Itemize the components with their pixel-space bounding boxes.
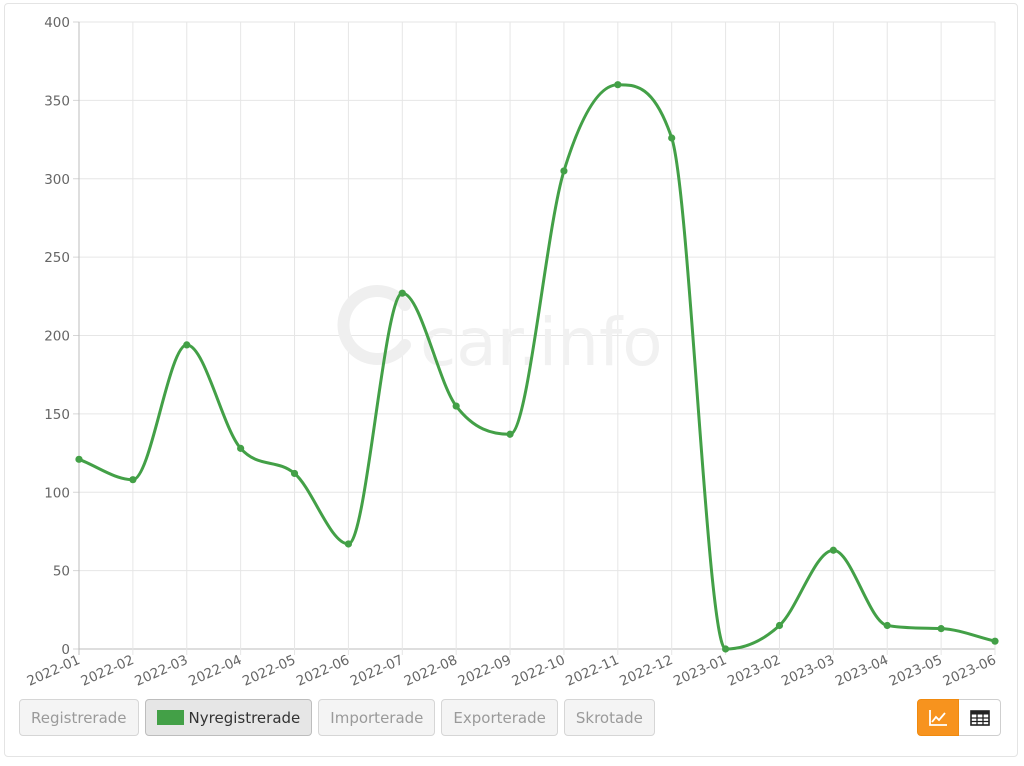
legend-skrotade-button[interactable]: Skrotade: [563, 699, 655, 736]
x-tick-label: 2022-04: [186, 652, 244, 690]
y-tick-label: 400: [44, 15, 70, 31]
table-icon: [969, 709, 990, 726]
table-view-button[interactable]: [959, 699, 1001, 736]
legend-label: Registrerade: [31, 708, 127, 727]
data-point[interactable]: [668, 134, 676, 142]
x-tick-label: 2022-01: [25, 652, 83, 690]
data-point[interactable]: [75, 455, 83, 463]
x-tick-label: 2023-02: [725, 652, 783, 690]
legend-importerade-button[interactable]: Importerade: [318, 699, 436, 736]
legend-exporterade-button[interactable]: Exporterade: [441, 699, 558, 736]
data-point[interactable]: [829, 546, 837, 554]
legend-nyregistrerade-button[interactable]: Nyregistrerade: [144, 699, 313, 736]
x-tick-label: 2022-11: [563, 652, 621, 690]
data-point[interactable]: [721, 645, 730, 653]
series-color-swatch: [156, 710, 184, 725]
legend-label: Nyregistrerade: [188, 708, 301, 727]
legend-label: Exporterade: [453, 708, 546, 727]
x-tick-label: 2022-03: [132, 652, 190, 690]
data-point[interactable]: [506, 430, 514, 438]
chart-view-button[interactable]: [917, 699, 959, 736]
x-tick-label: 2022-06: [294, 652, 352, 690]
legend-label: Skrotade: [575, 708, 643, 727]
x-tick-label: 2022-08: [402, 652, 460, 690]
x-tick-label: 2022-02: [78, 652, 136, 690]
y-tick-label: 350: [44, 93, 70, 109]
x-tick-label: 2022-10: [510, 652, 568, 690]
data-point[interactable]: [183, 341, 191, 349]
legend: Registrerade Nyregistrerade Importerade …: [19, 699, 655, 736]
data-point[interactable]: [775, 621, 784, 630]
x-tick-label: 2022-07: [348, 652, 406, 690]
data-point[interactable]: [991, 637, 999, 645]
y-tick-label: 250: [44, 250, 70, 266]
view-toggle: [917, 699, 1001, 736]
data-point[interactable]: [614, 81, 622, 89]
x-tick-label: 2023-01: [671, 652, 729, 690]
legend-registrerade-button[interactable]: Registrerade: [19, 699, 139, 736]
x-tick-label: 2022-05: [240, 652, 298, 690]
y-tick-label: 300: [44, 172, 70, 188]
line-chart-icon: [929, 709, 947, 726]
data-point[interactable]: [937, 625, 945, 633]
x-tick-label: 2023-05: [887, 652, 945, 690]
line-chart: car.info 0 50 100 150 200 250 300 350 400 2022-0…: [25, 15, 999, 690]
x-tick-label: 2023-03: [779, 652, 837, 690]
y-tick-label: 100: [44, 485, 70, 501]
data-point[interactable]: [290, 469, 299, 478]
data-point[interactable]: [560, 167, 568, 175]
legend-label: Importerade: [330, 708, 424, 727]
grid: [73, 21, 996, 655]
data-point[interactable]: [129, 476, 137, 484]
data-point[interactable]: [344, 540, 353, 548]
data-point[interactable]: [452, 402, 460, 410]
x-tick-label: 2022-09: [456, 652, 514, 690]
data-point[interactable]: [883, 621, 891, 630]
y-tick-label: 150: [44, 407, 70, 423]
x-tick-label: 2022-12: [617, 652, 675, 690]
data-point[interactable]: [237, 444, 245, 452]
y-tick-label: 0: [61, 642, 70, 658]
x-tick-label: 2023-06: [941, 652, 999, 690]
y-tick-label: 200: [44, 329, 70, 345]
y-tick-label: 50: [53, 564, 70, 580]
data-point[interactable]: [398, 289, 406, 297]
svg-text:car.info: car.info: [420, 304, 663, 381]
chart-card: [4, 3, 1018, 757]
x-tick-label: 2023-04: [833, 652, 891, 690]
